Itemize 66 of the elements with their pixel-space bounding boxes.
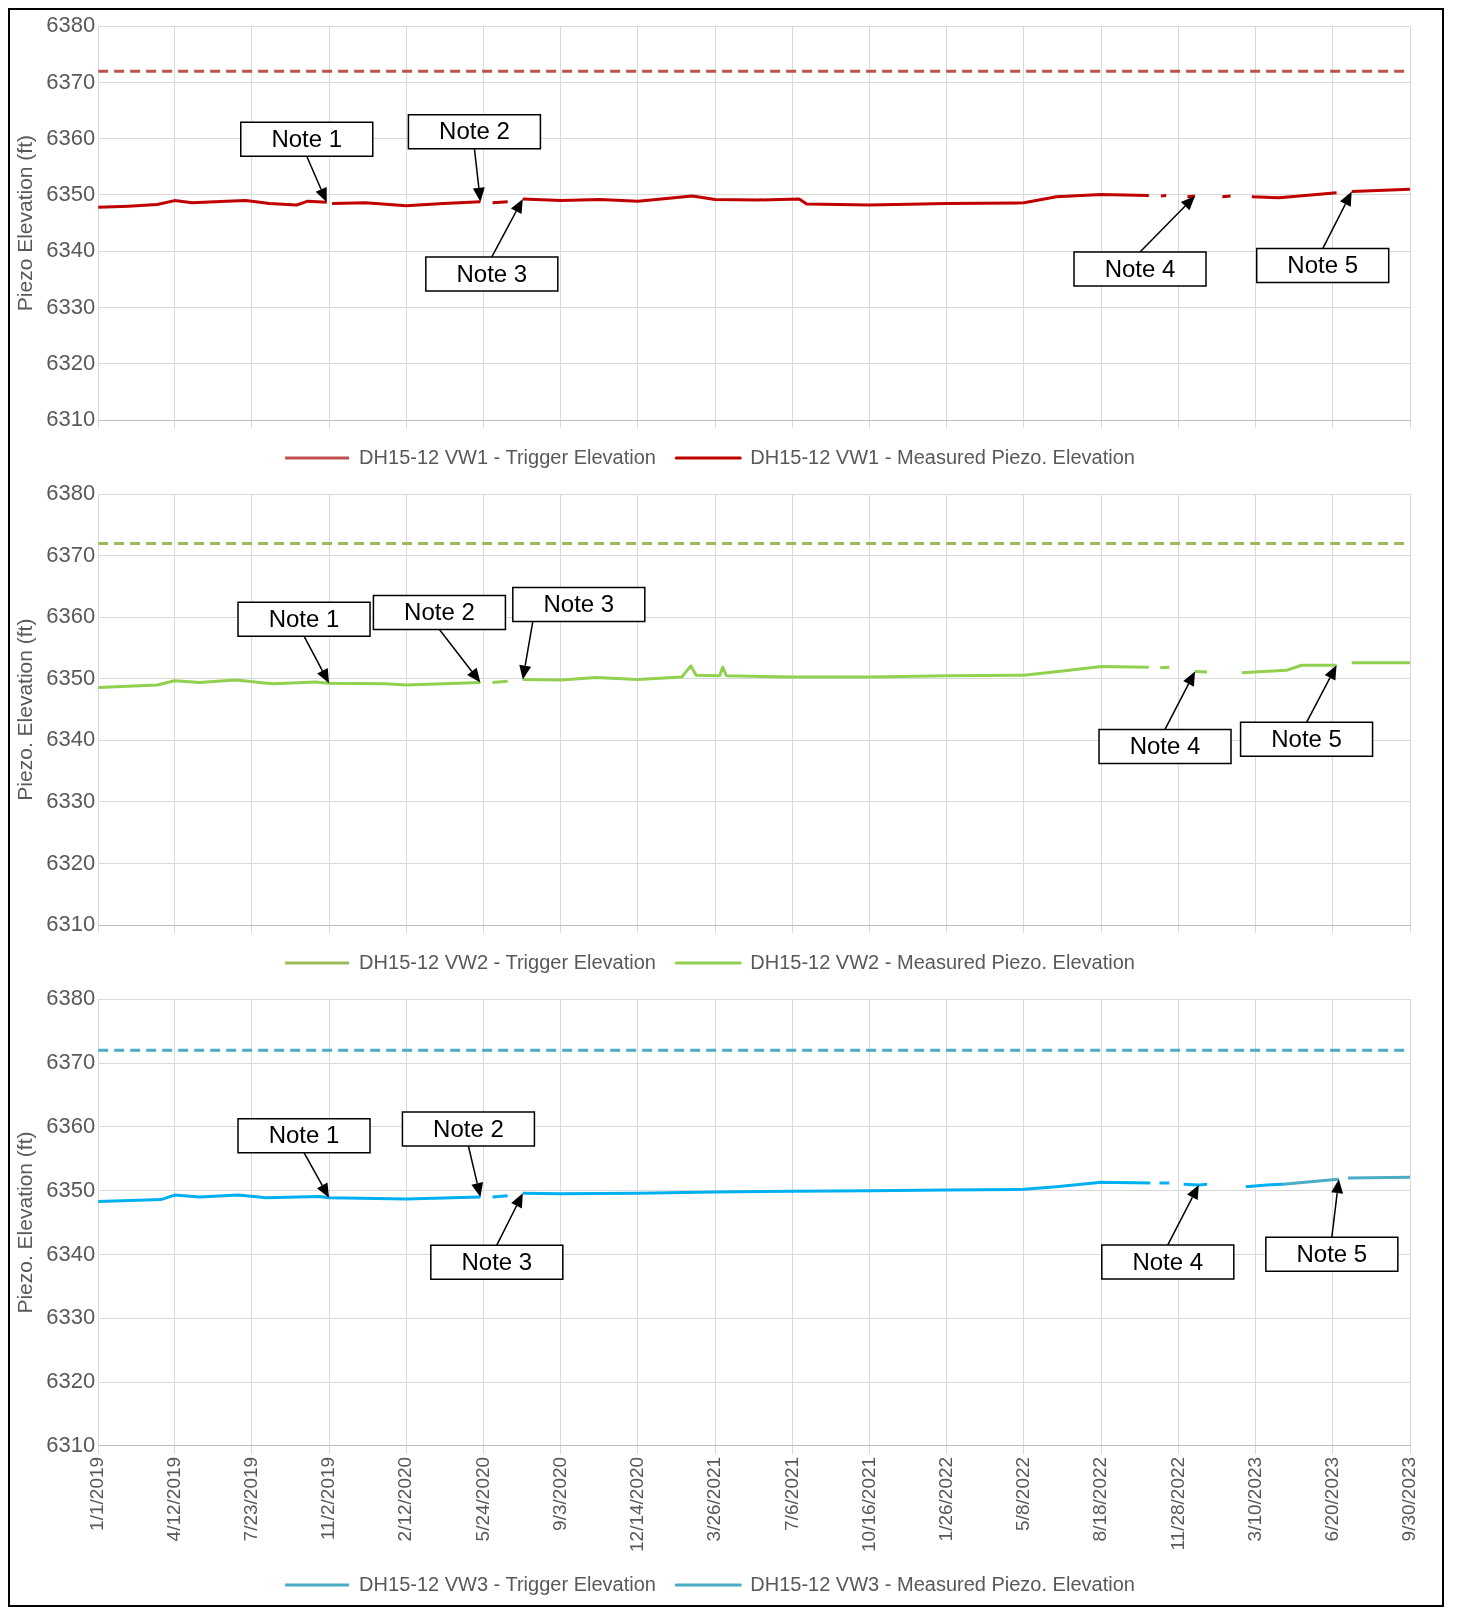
y-tick-label: 6360	[46, 124, 96, 150]
x-tick-label: 6/20/2023	[1321, 1456, 1343, 1542]
x-tick-label: 7/6/2021	[780, 1456, 802, 1531]
x-tick-label: 9/3/2020	[548, 1456, 570, 1531]
x-tick-label: 12/14/2020	[626, 1456, 648, 1552]
annotation: Note 5	[1271, 724, 1342, 752]
y-tick-label: 6310	[46, 406, 96, 432]
y-tick-label: 6340	[46, 726, 96, 752]
y-tick-label: 6330	[46, 1304, 96, 1330]
y-tick-label: 6320	[46, 1368, 96, 1394]
x-tick-label: 3/26/2021	[703, 1456, 725, 1542]
legend-label: DH15-12 VW2 - Measured Piezo. Elevation	[750, 950, 1135, 973]
x-tick-label: 4/12/2019	[162, 1456, 184, 1542]
annotation: Note 1	[268, 1121, 340, 1149]
x-tick-label: 5/24/2020	[471, 1456, 493, 1542]
legend-label: DH15-12 VW1 - Measured Piezo. Elevation	[750, 445, 1135, 468]
y-tick-label: 6380	[46, 480, 96, 506]
y-tick-label: 6320	[46, 849, 96, 875]
annotation: Note 4	[1104, 254, 1176, 282]
x-tick-label: 10/16/2021	[857, 1456, 879, 1552]
y-tick-label: 6360	[46, 603, 96, 629]
x-tick-label: 11/28/2022	[1166, 1456, 1188, 1551]
y-tick-label: 6330	[46, 293, 96, 319]
annotation: Note 4	[1129, 732, 1201, 760]
x-tick-label: 7/23/2019	[240, 1456, 262, 1542]
y-tick-label: 6330	[46, 787, 96, 813]
x-tick-label: 11/2/2019	[317, 1456, 339, 1541]
y-tick-label: 6350	[46, 1176, 96, 1202]
x-tick-label: 5/8/2022	[1012, 1456, 1034, 1531]
annotation: Note 2	[404, 598, 475, 626]
y-axis-title: Piezo. Elevation (ft)	[13, 618, 37, 801]
x-tick-label: 1/26/2022	[934, 1456, 956, 1542]
annotation: Note 1	[268, 604, 340, 632]
x-tick-label: 3/10/2023	[1243, 1456, 1265, 1542]
y-tick-label: 6370	[46, 541, 96, 567]
y-tick-label: 6380	[46, 985, 96, 1011]
y-tick-label: 6310	[46, 1431, 96, 1457]
legend-label: DH15-12 VW2 - Trigger Elevation	[359, 950, 656, 973]
y-tick-label: 6310	[46, 911, 96, 937]
annotation: Note 5	[1296, 1239, 1368, 1267]
x-tick-label: 8/18/2022	[1089, 1456, 1111, 1542]
y-axis-title: Piezo. Elevation (ft)	[13, 1131, 37, 1314]
y-tick-label: 6370	[46, 1049, 96, 1075]
y-tick-label: 6350	[46, 181, 96, 207]
x-tick-label: 9/30/2023	[1398, 1456, 1420, 1542]
annotation: Note 3	[543, 590, 615, 618]
y-tick-label: 6320	[46, 349, 96, 375]
annotation: Note 4	[1132, 1247, 1204, 1275]
y-tick-label: 6350	[46, 664, 96, 690]
annotation: Note 5	[1287, 251, 1359, 279]
legend-label: DH15-12 VW3 - Trigger Elevation	[359, 1572, 656, 1595]
annotation: Note 1	[271, 124, 343, 152]
y-tick-label: 6340	[46, 237, 96, 263]
legend-label: DH15-12 VW3 - Measured Piezo. Elevation	[750, 1572, 1135, 1595]
y-tick-label: 6380	[46, 12, 96, 38]
x-tick-label: 1/1/2019	[86, 1456, 108, 1531]
x-tick-label: 2/12/2020	[394, 1456, 416, 1542]
annotation: Note 2	[439, 117, 510, 145]
annotation: Note 3	[461, 1247, 533, 1275]
y-tick-label: 6360	[46, 1112, 96, 1138]
annotation: Note 2	[433, 1114, 504, 1142]
y-axis-title: Piezo Elevation (ft)	[13, 134, 37, 312]
legend-label: DH15-12 VW1 - Trigger Elevation	[359, 445, 656, 468]
y-tick-label: 6340	[46, 1240, 96, 1266]
annotation: Note 3	[456, 259, 528, 287]
y-tick-label: 6370	[46, 68, 96, 94]
